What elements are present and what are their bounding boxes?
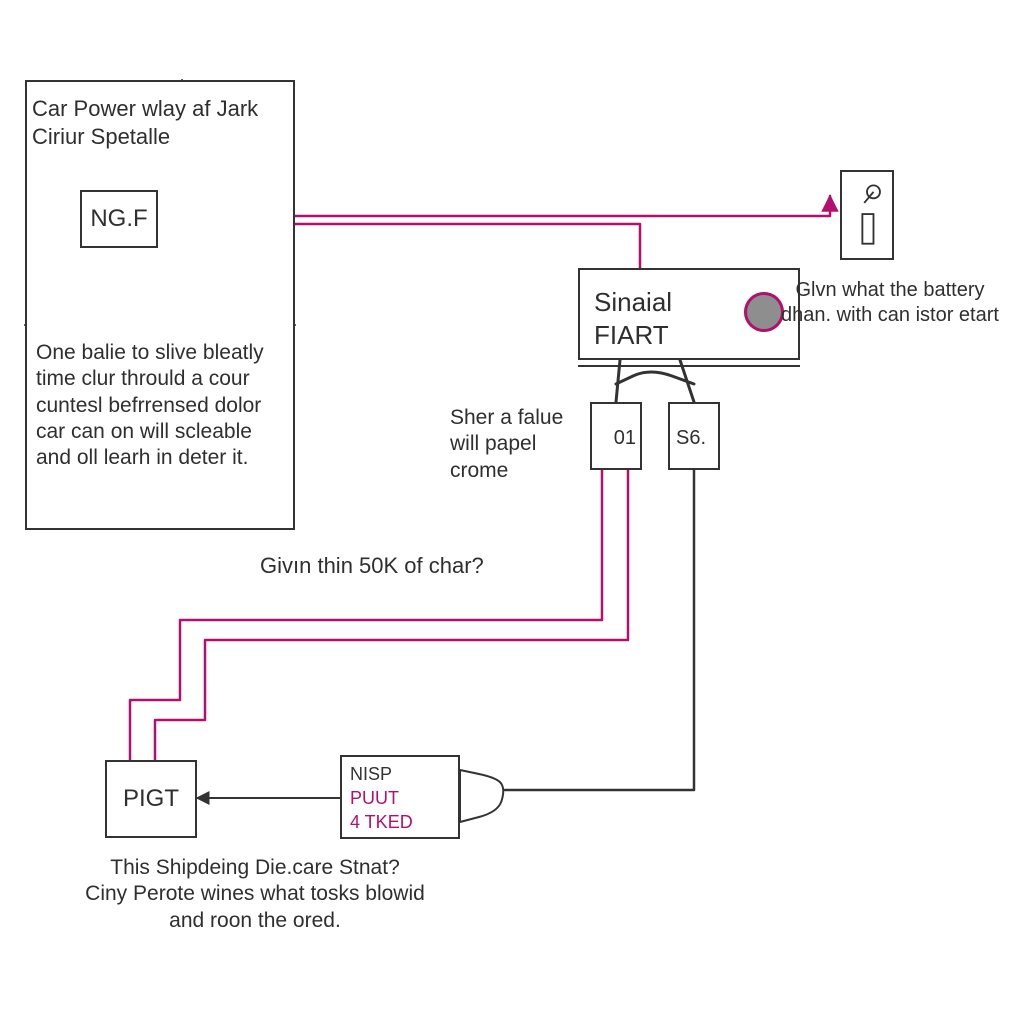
edge-plug-tail — [460, 770, 503, 822]
fiart-node: Sinaial FIART — [578, 268, 800, 360]
relay-left: 01 — [590, 402, 642, 470]
fiart-label: Sinaial FIART — [594, 286, 704, 351]
plug-line3: 4 TKED — [350, 811, 413, 834]
ngf-label: NG.F — [90, 204, 147, 234]
pigt-caption: This Shipdeing Die.care Stnat? Ciny Pero… — [80, 855, 430, 934]
relay-right: S6. — [668, 402, 720, 470]
edge-relayR-black — [505, 470, 694, 790]
plug-line1: NISP — [350, 763, 392, 786]
relay-right-label: S6. — [676, 426, 706, 451]
relay-left-label: 01 — [614, 426, 636, 451]
ngf-node: NG.F — [80, 190, 158, 248]
pigt-caption-1: This Shipdeing Die.care Stnat? — [80, 855, 430, 881]
switch-icon — [842, 172, 892, 258]
diagram-canvas: Car Power wlay af Jark Ciriur Spetalle O… — [0, 0, 1024, 1024]
edge-fiart-to-relay-right — [680, 360, 694, 402]
plug-node: NISP PUUT 4 TKED — [340, 755, 460, 839]
plug-line2: PUUT — [350, 787, 399, 810]
pigt-node: PIGT — [105, 760, 197, 838]
switch-node — [840, 170, 894, 260]
panel-body-text: One balie to slive bleatly time clur thr… — [36, 340, 281, 471]
panel-title: Car Power wlay af Jark Ciriur Spetalle — [32, 95, 282, 150]
switch-caption: Glvn what the battery dhan. with can ist… — [780, 278, 1000, 328]
sher-note: Sher a falue will papel crome — [450, 405, 590, 484]
edge-fiart-bridge — [616, 372, 694, 384]
pigt-label: PIGT — [123, 784, 179, 814]
question-text: Givın thin 50K of char? — [260, 552, 484, 580]
edge-fiart-to-relay-left — [616, 360, 620, 402]
pigt-caption-2: Ciny Perote wines what tosks blowid and … — [80, 881, 430, 934]
knob-icon — [744, 292, 784, 332]
